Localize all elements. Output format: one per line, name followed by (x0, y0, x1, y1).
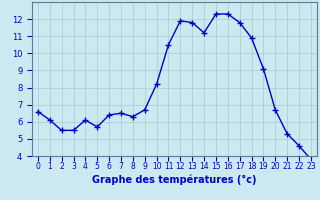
X-axis label: Graphe des températures (°c): Graphe des températures (°c) (92, 174, 257, 185)
